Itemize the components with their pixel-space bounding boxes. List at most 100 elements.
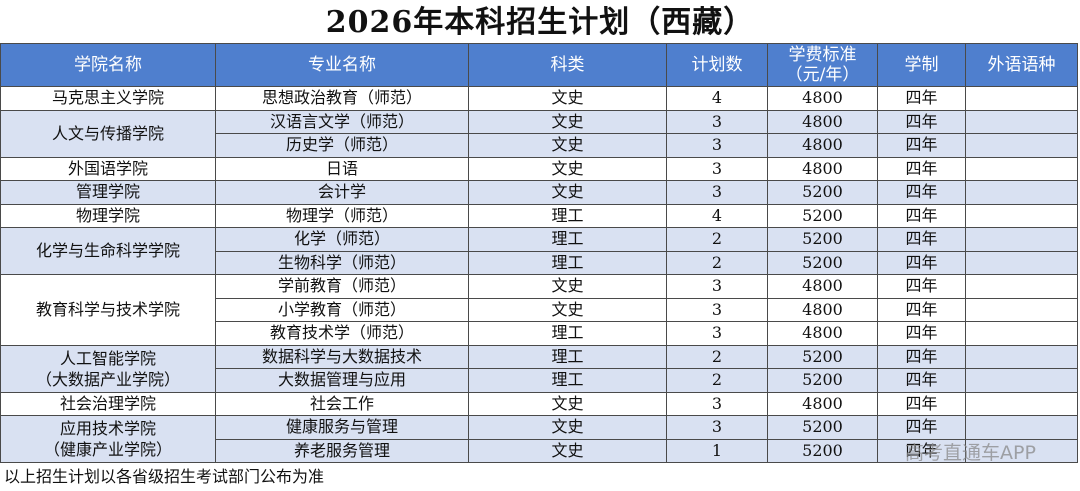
major-cell: 思想政治教育（师范） [215, 86, 469, 111]
major-cell: 汉语言文学（师范） [215, 109, 469, 134]
college-name-line2: （大数据产业学院） [35, 369, 180, 389]
duration-cell: 四年 [877, 250, 966, 275]
language-cell [965, 86, 1078, 111]
language-cell [965, 438, 1078, 463]
major-cell: 生物科学（师范） [215, 250, 469, 275]
duration-cell: 四年 [877, 344, 966, 369]
college-name-line1: 人工智能学院 [59, 348, 156, 368]
tuition-cell: 4800 [767, 133, 878, 158]
duration-cell: 四年 [877, 227, 966, 252]
tuition-cell: 5200 [767, 344, 878, 369]
count-cell: 2 [666, 368, 768, 393]
college-cell: 人文与传播学院 [0, 109, 216, 158]
tuition-cell: 5200 [767, 227, 878, 252]
duration-cell: 四年 [877, 368, 966, 393]
duration-cell: 四年 [877, 180, 966, 205]
duration-cell: 四年 [877, 391, 966, 416]
table-row: 大数据管理与应用 理工 2 5200 四年 [1, 368, 1078, 393]
major-cell: 小学教育（师范） [215, 297, 469, 322]
college-name-line2: （健康产业学院） [43, 440, 172, 459]
tuition-cell: 4800 [767, 86, 878, 111]
major-cell: 健康服务与管理 [215, 415, 469, 440]
table-row: 养老服务管理 文史 1 5200 四年 [1, 438, 1078, 463]
count-cell: 3 [666, 180, 768, 205]
major-cell: 日语 [215, 156, 469, 181]
major-cell: 大数据管理与应用 [215, 368, 469, 393]
college-cell: 人工智能学院 （大数据产业学院） [0, 344, 216, 393]
table-row: 马克思主义学院 思想政治教育（师范） 文史 4 4800 四年 [0, 86, 1078, 111]
major-cell: 养老服务管理 [215, 438, 469, 463]
language-cell [965, 344, 1078, 369]
table-row: 化学与生命科学学院 化学（师范） 理工 2 5200 四年 [0, 227, 1078, 275]
tuition-cell: 4800 [767, 274, 878, 299]
major-cell: 教育技术学（师范） [215, 321, 469, 346]
major-cell: 化学（师范） [215, 227, 469, 252]
table-row: 教育技术学（师范） 理工 3 4800 四年 [1, 321, 1078, 346]
duration-cell: 四年 [877, 415, 966, 440]
count-cell: 3 [666, 156, 768, 181]
header-subject: 科类 [468, 43, 667, 87]
language-cell [965, 250, 1078, 275]
major-cell: 社会工作 [215, 391, 469, 416]
college-cell: 应用技术学院 （健康产业学院） [0, 415, 216, 463]
table-row: 物理学院 物理学（师范） 理工 4 5200 四年 [0, 203, 1078, 228]
subject-cell: 文史 [468, 297, 667, 322]
subject-cell: 文史 [468, 180, 667, 205]
header-count: 计划数 [666, 43, 768, 87]
language-cell [965, 203, 1078, 228]
subject-cell: 文史 [468, 415, 667, 440]
header-major: 专业名称 [215, 43, 469, 87]
count-cell: 2 [666, 250, 768, 275]
header-row: 学院名称 专业名称 科类 计划数 学费标准 （元/年） 学制 外语语种 [0, 43, 1078, 87]
table-row: 外国语学院 日语 文史 3 4800 四年 [0, 156, 1078, 181]
header-college: 学院名称 [0, 43, 216, 87]
tuition-cell: 5200 [767, 415, 878, 440]
count-cell: 3 [666, 297, 768, 322]
subject-cell: 文史 [468, 438, 667, 463]
language-cell [965, 156, 1078, 181]
duration-cell: 四年 [877, 203, 966, 228]
language-cell [965, 297, 1078, 322]
language-cell [965, 274, 1078, 299]
duration-cell: 四年 [877, 321, 966, 346]
header-tuition: 学费标准 （元/年） [767, 43, 878, 87]
language-cell [965, 180, 1078, 205]
count-cell: 3 [666, 321, 768, 346]
tuition-cell: 5200 [767, 368, 878, 393]
college-cell: 马克思主义学院 [0, 86, 216, 111]
table-row: 生物科学（师范） 理工 2 5200 四年 [1, 250, 1078, 275]
subject-cell: 理工 [468, 227, 667, 252]
watermark: 高考直通车APP [905, 442, 1036, 464]
subject-cell: 文史 [468, 133, 667, 158]
count-cell: 4 [666, 203, 768, 228]
language-cell [965, 227, 1078, 252]
header-tuition-line2: （元/年） [785, 65, 860, 85]
tuition-cell: 4800 [767, 297, 878, 322]
count-cell: 3 [666, 415, 768, 440]
major-cell: 历史学（师范） [215, 133, 469, 158]
table-row: 应用技术学院 （健康产业学院） 健康服务与管理 文史 3 5200 四年 [0, 415, 1078, 463]
duration-cell: 四年 [877, 297, 966, 322]
tuition-cell: 4800 [767, 391, 878, 416]
major-cell: 学前教育（师范） [215, 274, 469, 299]
language-cell [965, 368, 1078, 393]
table-row: 历史学（师范） 文史 3 4800 四年 [1, 133, 1078, 158]
college-name-line1: 应用技术学院 [59, 419, 156, 438]
count-cell: 1 [666, 438, 768, 463]
tuition-cell: 5200 [767, 180, 878, 205]
subject-cell: 文史 [468, 86, 667, 111]
college-cell: 物理学院 [0, 203, 216, 228]
table-row: 社会治理学院 社会工作 文史 3 4800 四年 [0, 391, 1078, 416]
count-cell: 3 [666, 391, 768, 416]
major-cell: 数据科学与大数据技术 [215, 344, 469, 369]
header-tuition-line1: 学费标准 [788, 45, 857, 65]
duration-cell: 四年 [877, 274, 966, 299]
college-cell: 社会治理学院 [0, 391, 216, 416]
footnote: 以上招生计划以各省级招生考试部门公布为准 [4, 467, 325, 486]
duration-cell: 四年 [877, 438, 966, 463]
subject-cell: 理工 [468, 203, 667, 228]
subject-cell: 文史 [468, 274, 667, 299]
header-language: 外语语种 [965, 43, 1078, 87]
table-row: 人工智能学院 （大数据产业学院） 数据科学与大数据技术 理工 2 5200 四年 [0, 344, 1078, 393]
subject-cell: 文史 [468, 109, 667, 134]
